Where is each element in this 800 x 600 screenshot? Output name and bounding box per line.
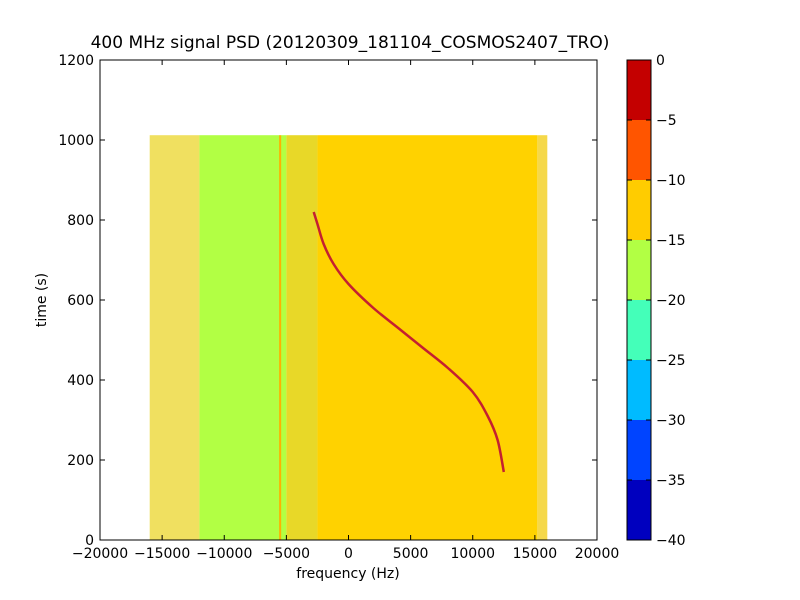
x-tick-label: −15000 [134,546,190,562]
colorbar: 0 −5 −10 −15 −20 −25 −30 −35 −40 [626,53,686,549]
colorbar-tick-label: −25 [656,353,686,369]
x-tick-label: −20000 [72,546,128,562]
x-tick-label: 0 [344,546,353,562]
x-axis-label: frequency (Hz) [296,566,399,582]
colorbar-segment [627,180,651,240]
psd-band [149,135,200,540]
x-tick-label: −10000 [196,546,252,562]
psd-band [537,135,548,540]
x-tick-label: 5000 [393,546,429,562]
colorbar-tick-label: −10 [656,173,686,189]
chart-title: 400 MHz signal PSD (20120309_181104_COSM… [91,33,610,53]
colorbar-segment [627,480,651,540]
colorbar-tick-label: −20 [656,293,686,309]
colorbar-tick-label: −30 [656,413,686,429]
y-tick-label: 0 [85,533,94,549]
colorbar-segment [627,120,651,180]
colorbar-segment [627,420,651,480]
colorbar-tick-label: −5 [656,113,677,129]
colorbar-tick-label: −15 [656,233,686,249]
x-tick-label: 15000 [513,546,558,562]
y-tick-label: 800 [67,213,94,229]
colorbar-tick-label: −40 [656,533,686,549]
psd-band [317,135,538,540]
y-tick-label: 200 [67,453,94,469]
y-tick-label: 400 [67,373,94,389]
signal-trace [312,211,506,473]
colorbar-segment [627,60,651,120]
y-tick-label: 1000 [58,133,94,149]
x-tick-label: 20000 [575,546,620,562]
axes: −20000 −15000 −10000 −5000 0 5000 10000 15000 20… [58,53,619,562]
colorbar-segment [627,300,651,360]
colorbar-segment [627,360,651,420]
y-tick-label: 1200 [58,53,94,69]
y-tick-label: 600 [67,293,94,309]
colorbar-tick-label: 0 [656,53,665,69]
y-axis-label: time (s) [34,273,50,327]
psd-band [286,135,318,540]
plot-area [149,135,548,540]
x-tick-label: 10000 [450,546,495,562]
colorbar-segment [627,240,651,300]
psd-band [199,135,287,540]
x-tick-label: −5000 [263,546,310,562]
colorbar-tick-label: −35 [656,473,686,489]
